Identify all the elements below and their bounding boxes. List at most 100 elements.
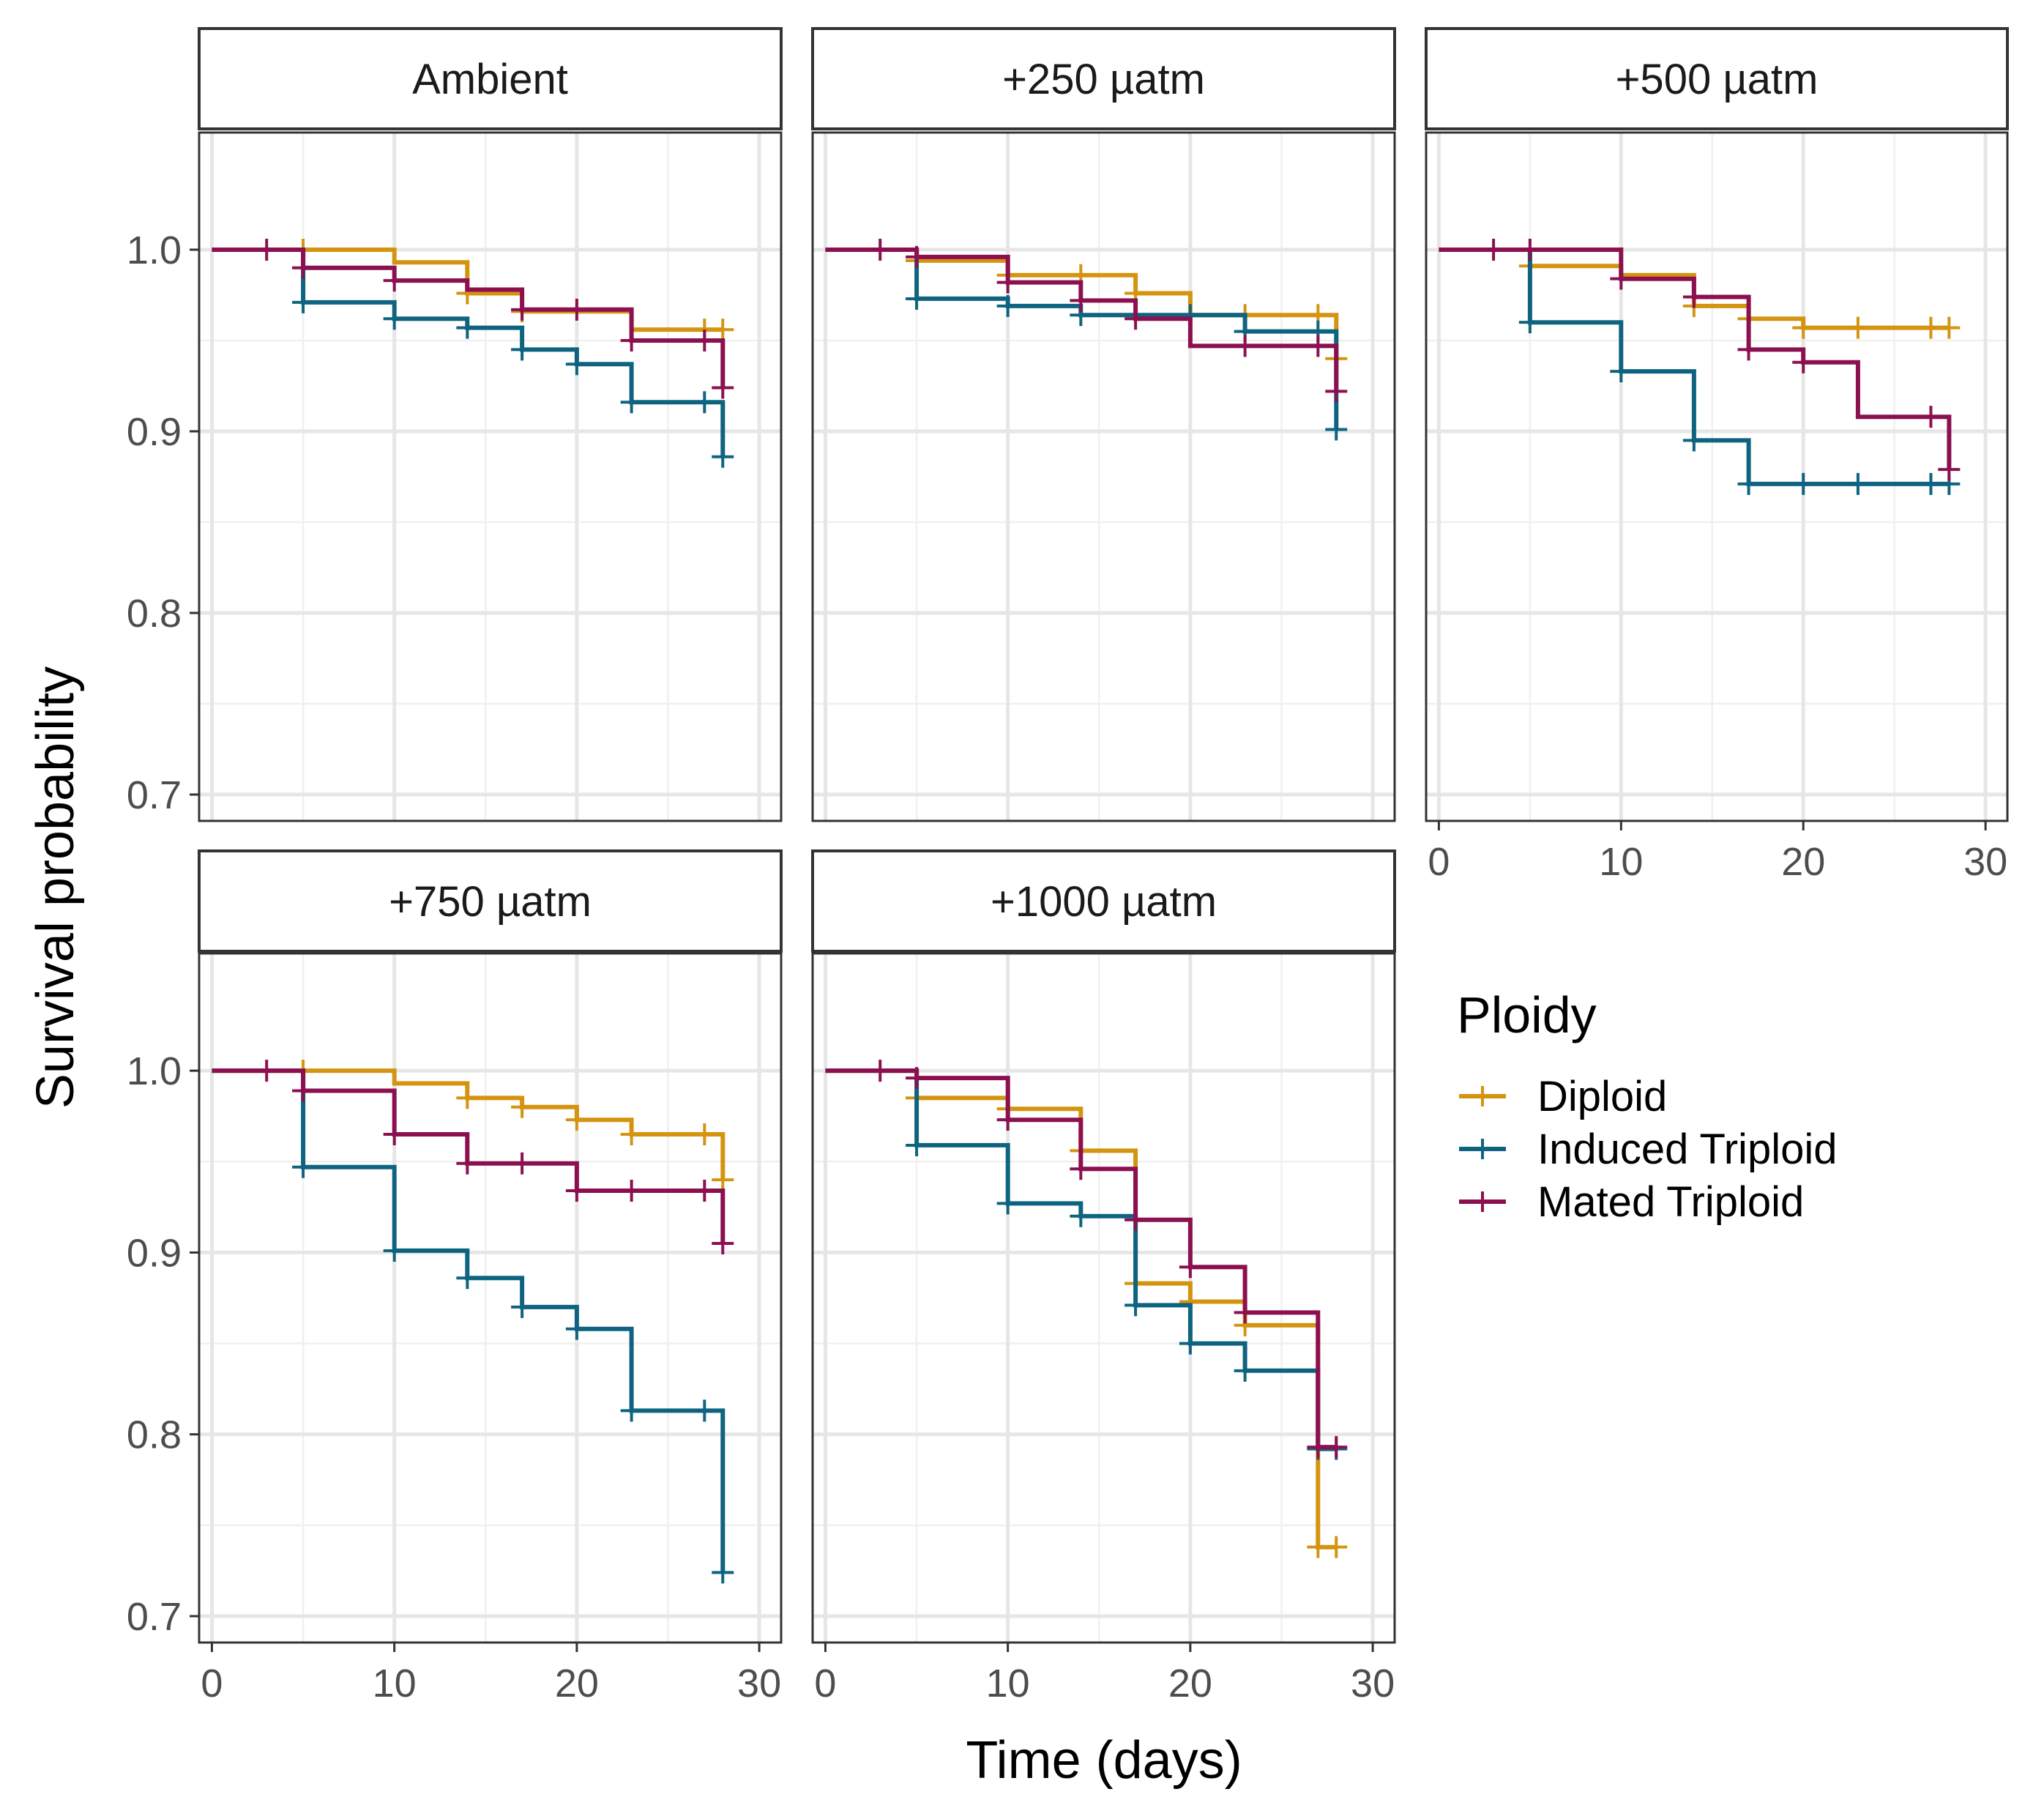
- censor-mark: [1792, 351, 1815, 373]
- series-induced-triploid: [212, 1068, 734, 1584]
- censor-mark: [620, 329, 643, 351]
- series-induced-triploid: [1439, 248, 1961, 495]
- censor-mark: [1610, 267, 1633, 290]
- x-tick-label: 10: [986, 1662, 1030, 1705]
- y-tick-label: 0.9: [127, 410, 182, 454]
- censor-mark: [1234, 335, 1256, 357]
- legend-item-induced-triploid: Induced Triploid: [1459, 1126, 1837, 1173]
- censor-mark: [1792, 472, 1815, 495]
- censor-mark: [565, 1109, 588, 1131]
- censor-mark: [1325, 380, 1348, 403]
- plot-background: [199, 953, 781, 1643]
- censor-mark: [996, 294, 1019, 317]
- censor-mark: [620, 1180, 643, 1202]
- series-mated-triploid: [212, 238, 734, 399]
- x-axis-title: Time (days): [966, 1731, 1242, 1790]
- censor-mark: [1179, 1256, 1201, 1279]
- censor-mark: [906, 1134, 928, 1156]
- censor-mark: [565, 1180, 588, 1202]
- censor-mark: [693, 1180, 716, 1202]
- censor-mark: [456, 1087, 479, 1109]
- panel-250-uatm: +250 µatm: [811, 27, 1396, 822]
- series-mated-triploid: [825, 1060, 1348, 1459]
- censor-mark: [511, 1152, 534, 1175]
- x-tick-label: 0: [201, 1662, 223, 1705]
- survival-curve: [212, 248, 726, 457]
- panel-border: [811, 131, 1396, 822]
- censor-mark: [292, 256, 315, 279]
- censor-mark: [620, 391, 643, 414]
- censor-mark: [906, 245, 928, 268]
- facet-strip: [198, 27, 783, 130]
- censor-mark: [256, 1060, 278, 1082]
- censor-mark: [565, 298, 588, 321]
- censor-mark: [511, 298, 534, 321]
- censor-mark: [1124, 308, 1147, 330]
- series-mated-triploid: [212, 1060, 734, 1255]
- panel-750-uatm: +750 µatm 0.7 0.8 0.9 1.0 0 10 20 30: [127, 849, 783, 1705]
- facet-label: +750 µatm: [389, 878, 592, 926]
- censor-mark: [1682, 286, 1705, 308]
- facet-strip: [811, 849, 1396, 953]
- facet-strip: [198, 849, 783, 953]
- plot-background: [1426, 133, 2007, 821]
- censor-mark: [292, 1079, 315, 1102]
- censor-mark: [1307, 335, 1329, 357]
- survival-curve: [1439, 248, 1950, 486]
- x-tick-label: 10: [373, 1662, 417, 1705]
- censor-mark: [1610, 360, 1633, 383]
- facet-label: Ambient: [412, 56, 568, 103]
- censor-mark: [383, 1239, 406, 1262]
- panel-500-uatm: +500 µatm 0 10 20 30: [1425, 27, 2009, 884]
- facet-label: +250 µatm: [1002, 56, 1205, 103]
- censor-mark: [1518, 311, 1541, 334]
- panel-1000-uatm: +1000 µatm 0 10 20 30: [811, 849, 1396, 1705]
- censor-mark: [693, 329, 716, 351]
- legend-key-marker: [1472, 1139, 1493, 1159]
- censor-mark: [712, 1232, 734, 1255]
- survival-curve: [1439, 248, 1952, 470]
- x-tick-label: 20: [1168, 1662, 1212, 1705]
- legend-label: Induced Triploid: [1537, 1126, 1837, 1173]
- panel-border: [198, 952, 783, 1644]
- censor-mark: [292, 291, 315, 313]
- censor-mark: [1920, 406, 1942, 428]
- censor-mark: [996, 1109, 1019, 1131]
- censor-mark: [1482, 238, 1505, 261]
- x-tick-label: 30: [1351, 1662, 1395, 1705]
- censor-mark: [869, 1060, 892, 1082]
- censor-mark: [996, 1192, 1019, 1215]
- censor-mark: [1325, 418, 1348, 441]
- censor-mark: [565, 1317, 588, 1340]
- x-tick-label: 0: [1428, 840, 1450, 884]
- censor-mark: [620, 1399, 643, 1422]
- series-induced-triploid: [212, 248, 734, 468]
- censor-mark: [712, 445, 734, 468]
- censor-mark: [712, 1561, 734, 1584]
- x-tick-label: 20: [555, 1662, 599, 1705]
- censor-mark: [712, 376, 734, 399]
- plot-background: [813, 133, 1395, 821]
- legend: Ploidy Diploid Induced Triploid Mated Tripl…: [1457, 986, 1837, 1226]
- legend-key-marker: [1472, 1191, 1493, 1212]
- y-tick-label: 0.8: [127, 1413, 182, 1457]
- censor-mark: [1938, 458, 1961, 481]
- legend-label: Mated Triploid: [1537, 1178, 1804, 1226]
- censor-mark: [1070, 1158, 1092, 1180]
- censor-mark: [565, 353, 588, 376]
- survival-curve: [825, 1068, 1337, 1450]
- facet-strip: [1425, 27, 2009, 130]
- censor-mark: [383, 269, 406, 292]
- censor-mark: [1325, 1536, 1348, 1558]
- censor-mark: [511, 338, 534, 361]
- censor-mark: [906, 1067, 928, 1090]
- x-tick-label: 30: [1963, 840, 2007, 884]
- survival-curve: [825, 1068, 1337, 1451]
- censor-mark: [712, 1169, 734, 1191]
- x-tick-label: 0: [814, 1662, 836, 1705]
- legend-label: Diploid: [1537, 1073, 1667, 1120]
- censor-mark: [456, 1152, 479, 1175]
- y-axis-title: Survival probability: [26, 666, 85, 1109]
